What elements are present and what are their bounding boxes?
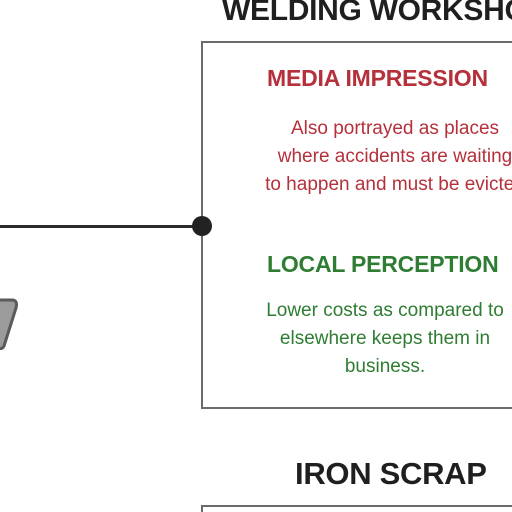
section-title-iron-scrap: IRON SCRAP	[295, 456, 487, 491]
local-perception-text: Lower costs as compared to elsewhere kee…	[266, 300, 504, 377]
connector-dot	[192, 216, 212, 236]
media-impression-text: Also portrayed as places where accidents…	[265, 118, 512, 195]
iron-scrap-info-box	[201, 505, 512, 512]
connector-line	[0, 225, 203, 228]
media-impression-heading: MEDIA IMPRESSION	[267, 65, 488, 91]
welding-workshop-info-box	[201, 41, 512, 409]
section-title-welding-workshop: WELDING WORKSHOP	[222, 0, 512, 27]
local-perception-heading: LOCAL PERCEPTION	[267, 251, 499, 277]
tool-icon	[0, 298, 20, 351]
